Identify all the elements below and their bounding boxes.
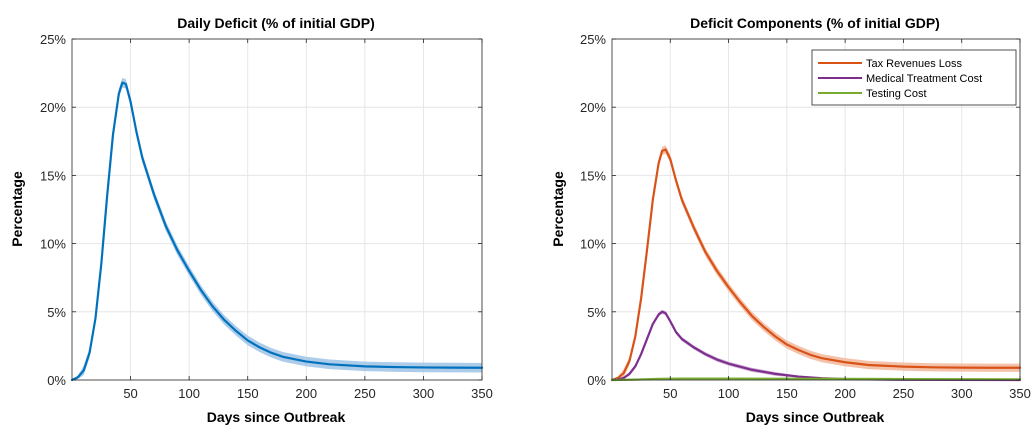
x-tick-label-350: 350 bbox=[1009, 386, 1031, 401]
plot-box bbox=[71, 38, 483, 381]
x-ticks: 50 100 150 200 250 300 350 bbox=[663, 39, 1031, 401]
y-tick-label-15: 15% bbox=[580, 168, 606, 183]
x-axis-label: Days since Outbreak bbox=[746, 409, 885, 425]
y-tick-label-20: 20% bbox=[40, 100, 66, 115]
axes-frame bbox=[611, 38, 1021, 381]
confidence-bands bbox=[72, 77, 482, 381]
confidence-bands bbox=[612, 145, 1020, 380]
y-tick-label-15: 15% bbox=[40, 168, 66, 183]
chart-title: Deficit Components (% of initial GDP) bbox=[690, 15, 940, 31]
line-series-0 bbox=[70, 81, 484, 382]
y-tick-label-20: 20% bbox=[580, 100, 606, 115]
y-tick-label-0: 0% bbox=[47, 373, 66, 388]
x-tick-label-250: 250 bbox=[354, 386, 376, 401]
legend: Tax Revenues Loss Medical Treatment Cost… bbox=[811, 49, 1017, 106]
deficit-components-panel: Deficit Components (% of initial GDP) Da… bbox=[550, 15, 1031, 425]
plot-box bbox=[611, 38, 1021, 381]
y-ticks: 0% 5% 10% 15% 20% 25% bbox=[40, 32, 482, 388]
x-tick-label-50: 50 bbox=[123, 386, 137, 401]
y-axis-label: Percentage bbox=[9, 171, 25, 247]
x-tick-label-300: 300 bbox=[413, 386, 435, 401]
legend-entry-medical-treatment-cost: Medical Treatment Cost bbox=[866, 73, 982, 85]
x-tick-label-150: 150 bbox=[237, 386, 259, 401]
y-tick-label-0: 0% bbox=[587, 373, 606, 388]
legend-entry-testing-cost: Testing Cost bbox=[866, 88, 927, 100]
x-ticks: 50 100 150 200 250 300 350 bbox=[123, 39, 493, 401]
y-ticks: 0% 5% 10% 15% 20% 25% bbox=[580, 32, 1020, 388]
series-lines bbox=[70, 81, 484, 382]
grid bbox=[72, 38, 483, 381]
x-tick-label-50: 50 bbox=[663, 386, 677, 401]
y-tick-label-5: 5% bbox=[587, 305, 606, 320]
line-tax-revenues-loss bbox=[610, 148, 1022, 382]
x-tick-label-200: 200 bbox=[295, 386, 317, 401]
y-tick-label-10: 10% bbox=[40, 237, 66, 252]
daily-deficit-panel: Daily Deficit (% of initial GDP) Days si… bbox=[9, 15, 493, 425]
y-tick-label-25: 25% bbox=[40, 32, 66, 47]
x-tick-label-250: 250 bbox=[893, 386, 915, 401]
x-tick-label-350: 350 bbox=[471, 386, 493, 401]
band-tax-revenues-loss bbox=[612, 145, 1020, 380]
x-tick-label-150: 150 bbox=[776, 386, 798, 401]
y-tick-label-5: 5% bbox=[47, 305, 66, 320]
series-lines bbox=[610, 148, 1022, 382]
axes-frame bbox=[71, 38, 483, 381]
x-tick-label-300: 300 bbox=[951, 386, 973, 401]
chart-title: Daily Deficit (% of initial GDP) bbox=[177, 15, 375, 31]
y-tick-label-25: 25% bbox=[580, 32, 606, 47]
x-tick-label-100: 100 bbox=[718, 386, 740, 401]
x-tick-label-100: 100 bbox=[178, 386, 200, 401]
y-axis-label: Percentage bbox=[550, 171, 566, 247]
y-tick-label-10: 10% bbox=[580, 237, 606, 252]
x-axis-label: Days since Outbreak bbox=[207, 409, 346, 425]
band-series-0 bbox=[72, 77, 482, 381]
legend-entry-tax-revenues-loss: Tax Revenues Loss bbox=[866, 58, 962, 70]
x-tick-label-200: 200 bbox=[834, 386, 856, 401]
line-testing-cost bbox=[610, 377, 1022, 382]
